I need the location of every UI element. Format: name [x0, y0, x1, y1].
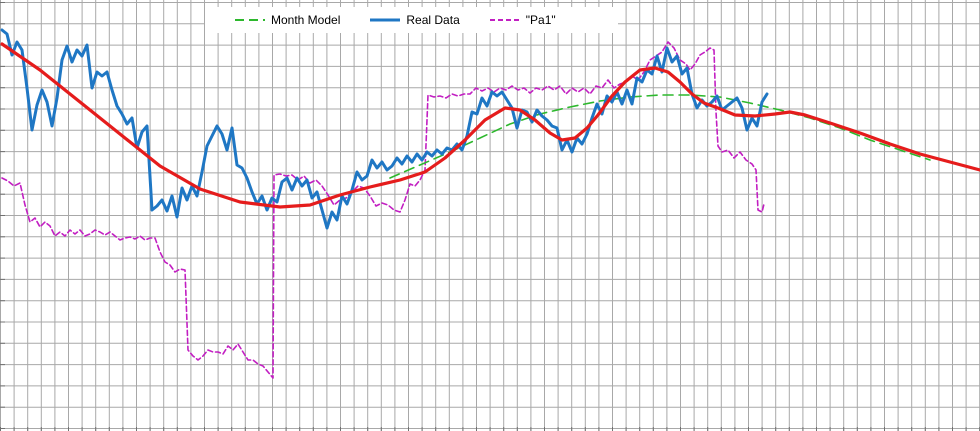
chart-legend: Month Model Real Data "Pa1"	[205, 7, 618, 33]
series-line-pa1	[1, 41, 765, 379]
series-layer	[0, 28, 980, 379]
legend-item-pa1: "Pa1"	[489, 13, 556, 27]
legend-item-month-model: Month Model	[235, 13, 340, 27]
series-line-trend	[0, 42, 980, 209]
legend-label-month-model: Month Model	[271, 13, 341, 27]
legend-item-real-data: Real Data	[370, 13, 460, 27]
series-line-month-model	[389, 94, 931, 179]
legend-swatch-pa1	[489, 19, 520, 21]
legend-label-pa1: "Pa1"	[525, 13, 556, 27]
legend-swatch-month-model	[235, 19, 265, 21]
legend-swatch-real-data	[370, 18, 401, 22]
series-line-real-data	[0, 28, 769, 230]
legend-label-real-data: Real Data	[406, 13, 460, 27]
